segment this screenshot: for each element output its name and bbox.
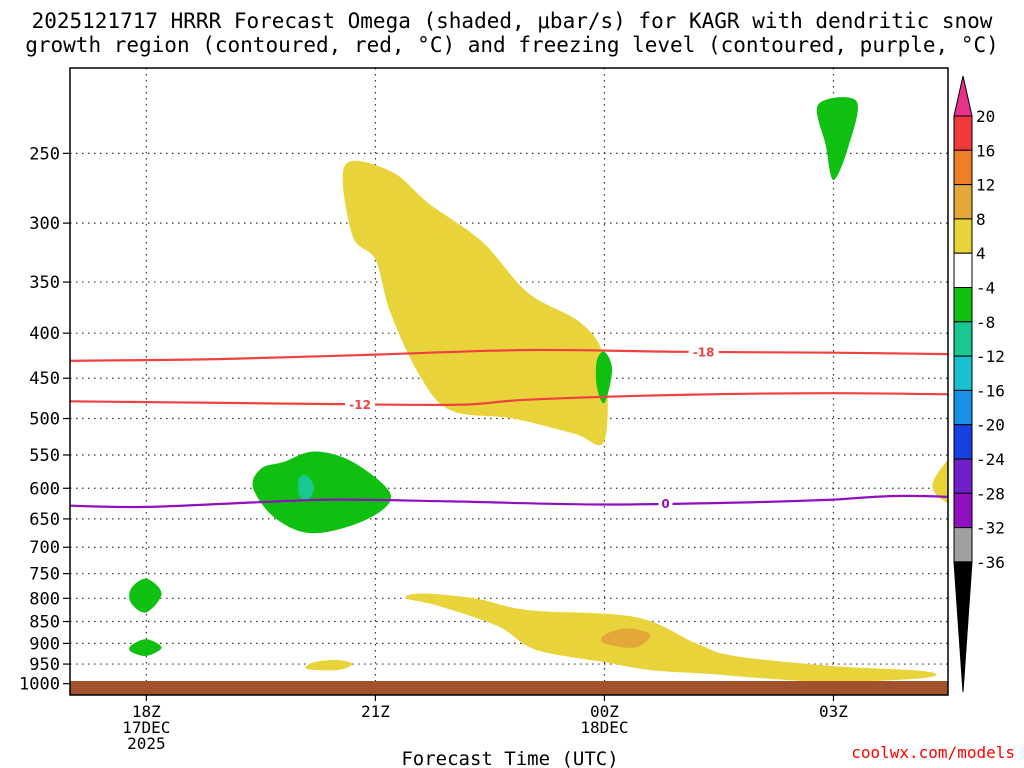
y-tick-label-850: 850	[29, 613, 60, 633]
omega-region--4-14	[595, 351, 613, 404]
contour-label-bg-dendritic-bottom-0	[345, 397, 376, 412]
x-tick-label-24-0: 00Z	[590, 702, 619, 721]
omega-region--4-16	[129, 639, 162, 657]
colorbar-label-12: -32	[976, 519, 1005, 538]
y-tick-label-700: 700	[29, 538, 60, 558]
colorbar-label-5: -4	[976, 279, 995, 298]
contour-line-dendritic-top	[70, 348, 948, 362]
colorbar-label-9: -20	[976, 416, 1005, 435]
omega-region--4-17	[997, 565, 1024, 612]
plot-area: -18-18-12-1200	[70, 68, 1024, 695]
colorbar-swatch-2	[953, 184, 973, 220]
temperature-contours: -18-18-12-1200	[70, 344, 948, 511]
colorbar-swatch-8	[953, 389, 973, 426]
x-tick-label-18-1: 17DEC	[122, 718, 170, 737]
omega-region-4-0	[342, 160, 608, 446]
y-tick-label-1000: 1000	[19, 675, 60, 695]
omega-region-8-10	[601, 628, 651, 648]
colorbar-swatch-3	[953, 218, 973, 254]
colorbar-label-4: 4	[976, 244, 986, 263]
y-tick-label-750: 750	[29, 565, 60, 585]
x-tick-label-27-0: 03Z	[819, 702, 848, 721]
colorbar-label-0: 20	[976, 107, 995, 126]
y-tick-label-650: 650	[29, 510, 60, 530]
colorbar-swatch-4	[953, 252, 973, 288]
contour-label-bg-freezing-level-0	[658, 496, 673, 511]
colorbar-bottom-arrow	[953, 561, 973, 693]
plot-frame	[69, 67, 949, 696]
surface-ground-band	[70, 681, 948, 695]
omega-region--4-11	[816, 97, 858, 180]
colorbar-swatch-5	[953, 287, 973, 323]
y-tick-label-900: 900	[29, 634, 60, 654]
omega-region--4-15	[129, 578, 162, 613]
colorbar-swatch-0	[953, 115, 973, 151]
contour-label-freezing-level-0: 0	[661, 497, 669, 511]
colorbar-label-11: -28	[976, 484, 1005, 503]
chart-title-line2: growth region (contoured, red, °C) and f…	[25, 33, 999, 57]
y-tick-label-250: 250	[29, 144, 60, 164]
chart-title-line1: 2025121717 HRRR Forecast Omega (shaded, …	[32, 9, 993, 33]
y-axis-ticks: 2503003504004505005506006507007508008509…	[19, 144, 70, 695]
y-tick-label-500: 500	[29, 410, 60, 430]
contour-label-bg-dendritic-top-0	[688, 344, 719, 359]
y-tick-label-350: 350	[29, 273, 60, 293]
colorbar-label-1: 16	[976, 141, 995, 160]
y-tick-label-400: 400	[29, 324, 60, 344]
colorbar-swatch-10	[953, 458, 973, 494]
omega-region--8-13	[298, 474, 315, 502]
x-axis-ticks: 18Z17DEC202521Z00Z18DEC03Z06Z09Z	[122, 695, 848, 753]
colorbar-swatch-6	[953, 321, 973, 357]
site-credit: coolwx.com/models	[851, 743, 1015, 762]
contour-label-dendritic-bottom-0: -12	[349, 398, 371, 412]
colorbar-label-13: -36	[976, 553, 1005, 572]
y-tick-label-300: 300	[29, 214, 60, 234]
contour-label-dendritic-top-0: -18	[693, 345, 715, 359]
colorbar-label-6: -8	[976, 313, 995, 332]
omega-region-4-6	[974, 657, 1024, 680]
colorbar-swatch-1	[953, 149, 973, 186]
y-tick-label-550: 550	[29, 446, 60, 466]
omega-region-4-1	[405, 593, 937, 682]
colorbar-label-2: 12	[976, 176, 995, 195]
omega-regions	[129, 97, 1024, 682]
colorbar-label-3: 8	[976, 210, 986, 229]
contour-line-freezing-level	[70, 494, 948, 509]
colorbar-legend: 20 16 12 8 4 -4 -8 -12 -16 -20 -24 -28 -32 -36	[953, 75, 1005, 693]
colorbar-swatch-9	[953, 424, 973, 460]
colorbar-swatch-7	[953, 355, 973, 391]
x-tick-label-18-2: 2025	[127, 734, 166, 753]
colorbar-swatch-12	[953, 527, 973, 563]
x-tick-label-21-0: 21Z	[361, 702, 390, 721]
colorbar-label-7: -12	[976, 347, 1005, 366]
omega-region--4-12	[252, 451, 392, 534]
y-tick-label-450: 450	[29, 369, 60, 389]
omega-region-4-2	[305, 659, 353, 671]
x-axis-label: Forecast Time (UTC)	[401, 748, 618, 768]
x-tick-label-18-0: 18Z	[132, 702, 161, 721]
y-tick-label-950: 950	[29, 655, 60, 675]
colorbar-swatch-11	[953, 492, 973, 529]
x-tick-label-24-1: 18DEC	[580, 718, 628, 737]
colorbar-label-8: -16	[976, 381, 1005, 400]
colorbar-label-10: -24	[976, 450, 1005, 469]
colorbar-top-arrow	[953, 75, 973, 117]
omega-region-4-3	[932, 459, 948, 504]
y-tick-label-600: 600	[29, 479, 60, 499]
y-tick-label-800: 800	[29, 589, 60, 609]
